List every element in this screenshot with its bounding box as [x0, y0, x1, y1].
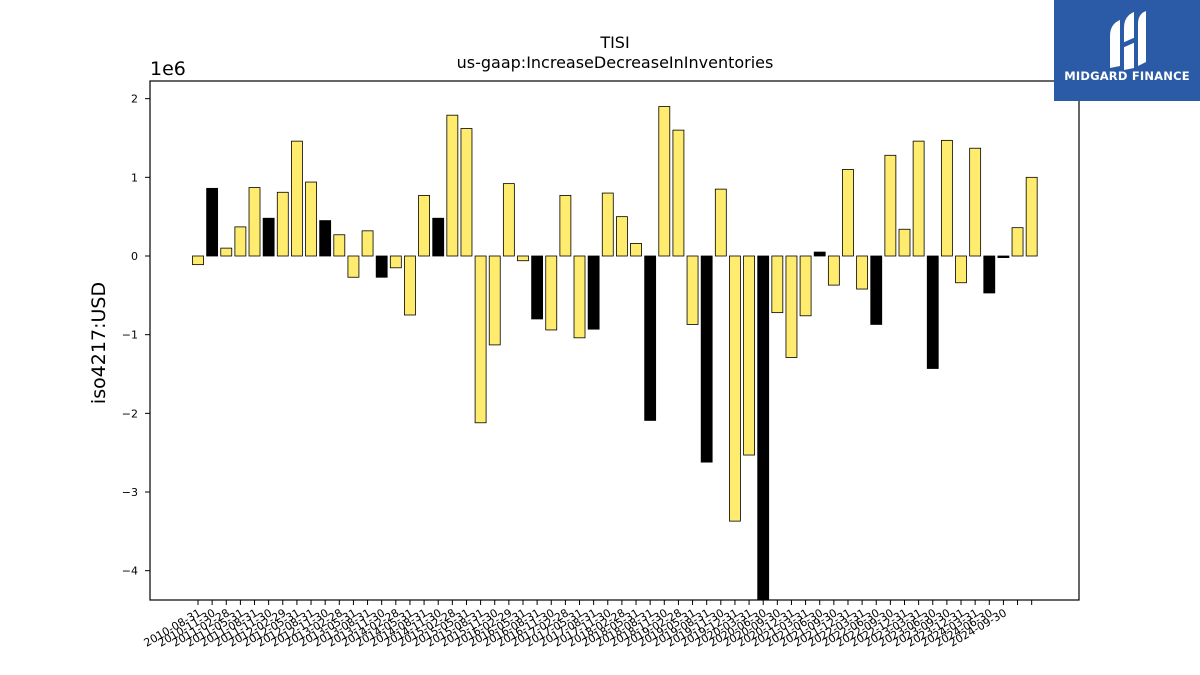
bar — [573, 255, 586, 339]
bar — [771, 255, 784, 314]
y-axis-label: iso4217:USD — [88, 282, 110, 404]
bar — [559, 195, 572, 257]
bar — [460, 128, 473, 257]
brand-logo: MIDGARD FINANCE — [1054, 0, 1200, 101]
bar — [375, 255, 388, 278]
bar — [404, 255, 416, 316]
plot-frame — [149, 80, 1080, 601]
bar — [969, 147, 982, 257]
y-scale-label: 1e6 — [150, 58, 186, 80]
bar — [926, 255, 939, 369]
bar — [587, 255, 600, 330]
bar — [686, 255, 699, 325]
bar — [488, 255, 501, 346]
y-tick-label: −1 — [122, 329, 138, 342]
x-axis-ticks: 2010-08-312010-11-302011-02-282011-05-31… — [142, 600, 1033, 650]
bar — [658, 106, 671, 257]
bar — [630, 243, 642, 257]
bar — [616, 216, 628, 257]
bar — [234, 226, 247, 257]
bar — [700, 255, 713, 463]
y-axis-ticks: 2 1 0 −1 −2 −3 −4 — [122, 93, 150, 578]
midgard-logo-icon — [1110, 11, 1146, 70]
bar — [898, 228, 911, 257]
bar — [1025, 176, 1038, 257]
bar — [517, 255, 529, 262]
bar — [418, 195, 430, 257]
bar — [333, 234, 346, 257]
bar — [305, 181, 317, 257]
bar — [262, 217, 275, 257]
bar — [799, 255, 812, 317]
bar — [940, 139, 953, 257]
bar — [912, 140, 925, 257]
chart-title: TISI — [599, 33, 629, 52]
bar — [870, 255, 883, 325]
bar — [644, 255, 657, 421]
bar — [884, 154, 897, 257]
bar — [248, 187, 261, 257]
bar — [827, 255, 840, 286]
bar — [347, 255, 360, 278]
bar — [192, 255, 204, 266]
bar — [531, 255, 544, 320]
bar — [856, 255, 869, 290]
chart-subtitle: us-gaap:IncreaseDecreaseInInventories — [457, 53, 774, 72]
bar — [714, 188, 727, 257]
y-tick-label: −2 — [122, 407, 138, 420]
bar — [757, 255, 770, 601]
bars-group — [192, 106, 1038, 601]
bar — [361, 230, 374, 257]
bar — [672, 129, 685, 257]
bar — [601, 192, 614, 257]
bar — [729, 255, 741, 522]
bar — [474, 255, 487, 424]
bar — [446, 114, 459, 257]
y-tick-label: −4 — [122, 565, 138, 578]
bar — [983, 255, 996, 294]
y-tick-label: −3 — [122, 486, 138, 499]
bar — [545, 255, 558, 331]
bar — [813, 251, 826, 257]
bar — [955, 255, 967, 284]
bar — [842, 169, 854, 257]
bar — [389, 255, 402, 269]
bar — [220, 247, 233, 257]
bar — [276, 191, 289, 257]
bar — [743, 255, 755, 456]
bar — [319, 220, 332, 257]
bar — [785, 255, 798, 358]
y-tick-label: 0 — [131, 250, 138, 263]
bar — [291, 140, 303, 257]
y-tick-label: 2 — [131, 93, 138, 106]
bar — [1011, 227, 1024, 257]
bar — [502, 183, 515, 257]
bar — [997, 255, 1010, 258]
bar — [206, 187, 219, 257]
bar — [432, 217, 445, 257]
y-tick-label: 1 — [131, 171, 138, 184]
brand-name: MIDGARD FINANCE — [1064, 69, 1190, 83]
